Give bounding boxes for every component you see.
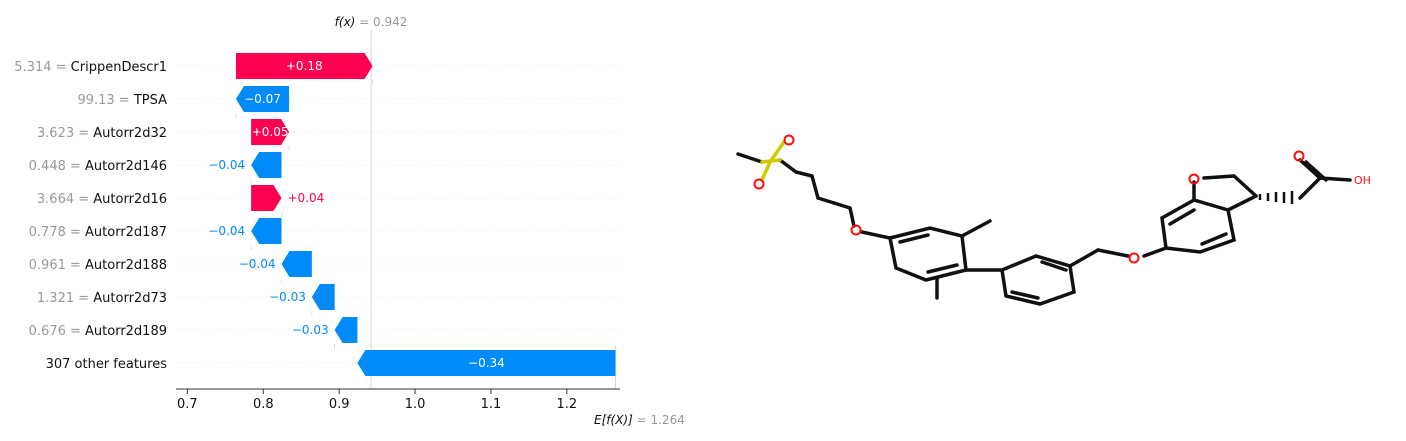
fx-value: = 0.942 — [359, 15, 407, 29]
feature-value: 0.676 = — [29, 324, 85, 339]
bar-value-label: +0.18 — [286, 59, 323, 73]
bar-value-label: −0.03 — [292, 323, 329, 337]
x-tick-label: 1.2 — [557, 397, 578, 412]
fx-annotation: f(x) = 0.942 — [335, 15, 408, 29]
bar-value-label: −0.04 — [239, 257, 276, 271]
feature-value: 0.778 = — [29, 225, 85, 240]
feature-value: 0.448 = — [29, 159, 85, 174]
feature-name: Autorr2d188 — [85, 258, 167, 273]
feature-value: 5.314 = — [14, 60, 70, 75]
fx-label: f(x) — [335, 15, 360, 29]
feature-label: 0.778 = Autorr2d187 — [29, 225, 167, 240]
feature-value: 3.623 = — [37, 126, 93, 141]
feature-name: Autorr2d189 — [85, 324, 167, 339]
feature-label: 3.623 = Autorr2d32 — [37, 126, 167, 141]
shap-bar — [251, 119, 290, 145]
bar-value-label: +0.05 — [252, 125, 289, 139]
feature-name: Autorr2d73 — [93, 291, 167, 306]
bar-value-label: −0.04 — [208, 224, 245, 238]
feature-value: 99.13 = — [77, 93, 133, 108]
svg-text:OH: OH — [1354, 174, 1371, 187]
molecule-structure-image: OH — [736, 134, 1371, 306]
feature-label: 1.321 = Autorr2d73 — [37, 291, 167, 306]
feature-name: Autorr2d187 — [85, 225, 167, 240]
shap-bar — [311, 284, 335, 310]
feature-value: 0.961 = — [29, 258, 85, 273]
shap-bar — [251, 152, 282, 178]
feature-label: 0.448 = Autorr2d146 — [29, 159, 167, 174]
bar-value-label: −0.04 — [208, 158, 245, 172]
shap-waterfall-chart: +0.18 5.314 = CrippenDescr1 −0.07 99.13 = T… — [14, 15, 685, 427]
x-tick-label: 1.1 — [481, 397, 502, 412]
base-label: E[f(X)] — [594, 413, 637, 427]
feature-name: 307 other features — [46, 357, 168, 372]
feature-name: CrippenDescr1 — [71, 60, 167, 75]
feature-name: Autorr2d32 — [93, 126, 167, 141]
shap-bar — [235, 53, 373, 79]
x-tick-label: 1.0 — [405, 397, 426, 412]
feature-label: 0.676 = Autorr2d189 — [29, 324, 167, 339]
feature-label: 99.13 = TPSA — [77, 93, 167, 108]
x-tick-label: 0.7 — [177, 397, 198, 412]
feature-label: 307 other features — [46, 357, 168, 372]
x-tick-label: 0.8 — [253, 397, 274, 412]
feature-label: 3.664 = Autorr2d16 — [37, 192, 167, 207]
shap-bar — [235, 86, 290, 112]
feature-name: TPSA — [133, 93, 167, 108]
bar-value-label: −0.03 — [269, 290, 306, 304]
shap-bar — [281, 251, 312, 277]
shap-bar — [251, 218, 282, 244]
bar-value-label: −0.07 — [244, 92, 281, 106]
shap-bar — [251, 185, 282, 211]
feature-label: 5.314 = CrippenDescr1 — [14, 60, 167, 75]
feature-name: Autorr2d16 — [93, 192, 167, 207]
x-tick-label: 0.9 — [329, 397, 350, 412]
bar-value-label: −0.34 — [468, 356, 505, 370]
shap-bar — [357, 350, 616, 376]
feature-label: 0.961 = Autorr2d188 — [29, 258, 167, 273]
shap-bar — [334, 317, 358, 343]
feature-name: Autorr2d146 — [85, 159, 167, 174]
feature-value: 3.664 = — [37, 192, 93, 207]
bar-value-label: +0.04 — [287, 191, 324, 205]
feature-value: 1.321 = — [37, 291, 93, 306]
base-annotation: E[f(X)] = 1.264 — [594, 413, 685, 427]
base-value: = 1.264 — [637, 413, 685, 427]
